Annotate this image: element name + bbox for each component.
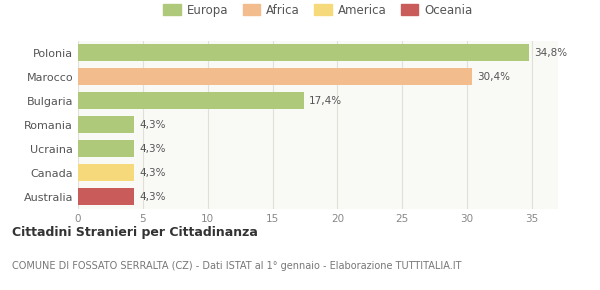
Text: 34,8%: 34,8% xyxy=(535,48,568,58)
Bar xyxy=(78,188,134,205)
Bar xyxy=(78,68,472,85)
Text: 4,3%: 4,3% xyxy=(139,168,166,178)
Bar xyxy=(78,92,304,109)
Text: 4,3%: 4,3% xyxy=(139,120,166,130)
Bar xyxy=(78,44,529,61)
Text: 30,4%: 30,4% xyxy=(478,72,511,82)
Bar xyxy=(78,116,134,133)
Text: 4,3%: 4,3% xyxy=(139,144,166,154)
Bar xyxy=(78,140,134,157)
Text: 17,4%: 17,4% xyxy=(309,96,342,106)
Text: 4,3%: 4,3% xyxy=(139,192,166,202)
Bar xyxy=(78,164,134,182)
Legend: Europa, Africa, America, Oceania: Europa, Africa, America, Oceania xyxy=(158,0,478,21)
Text: COMUNE DI FOSSATO SERRALTA (CZ) - Dati ISTAT al 1° gennaio - Elaborazione TUTTIT: COMUNE DI FOSSATO SERRALTA (CZ) - Dati I… xyxy=(12,261,461,271)
Text: Cittadini Stranieri per Cittadinanza: Cittadini Stranieri per Cittadinanza xyxy=(12,226,258,239)
